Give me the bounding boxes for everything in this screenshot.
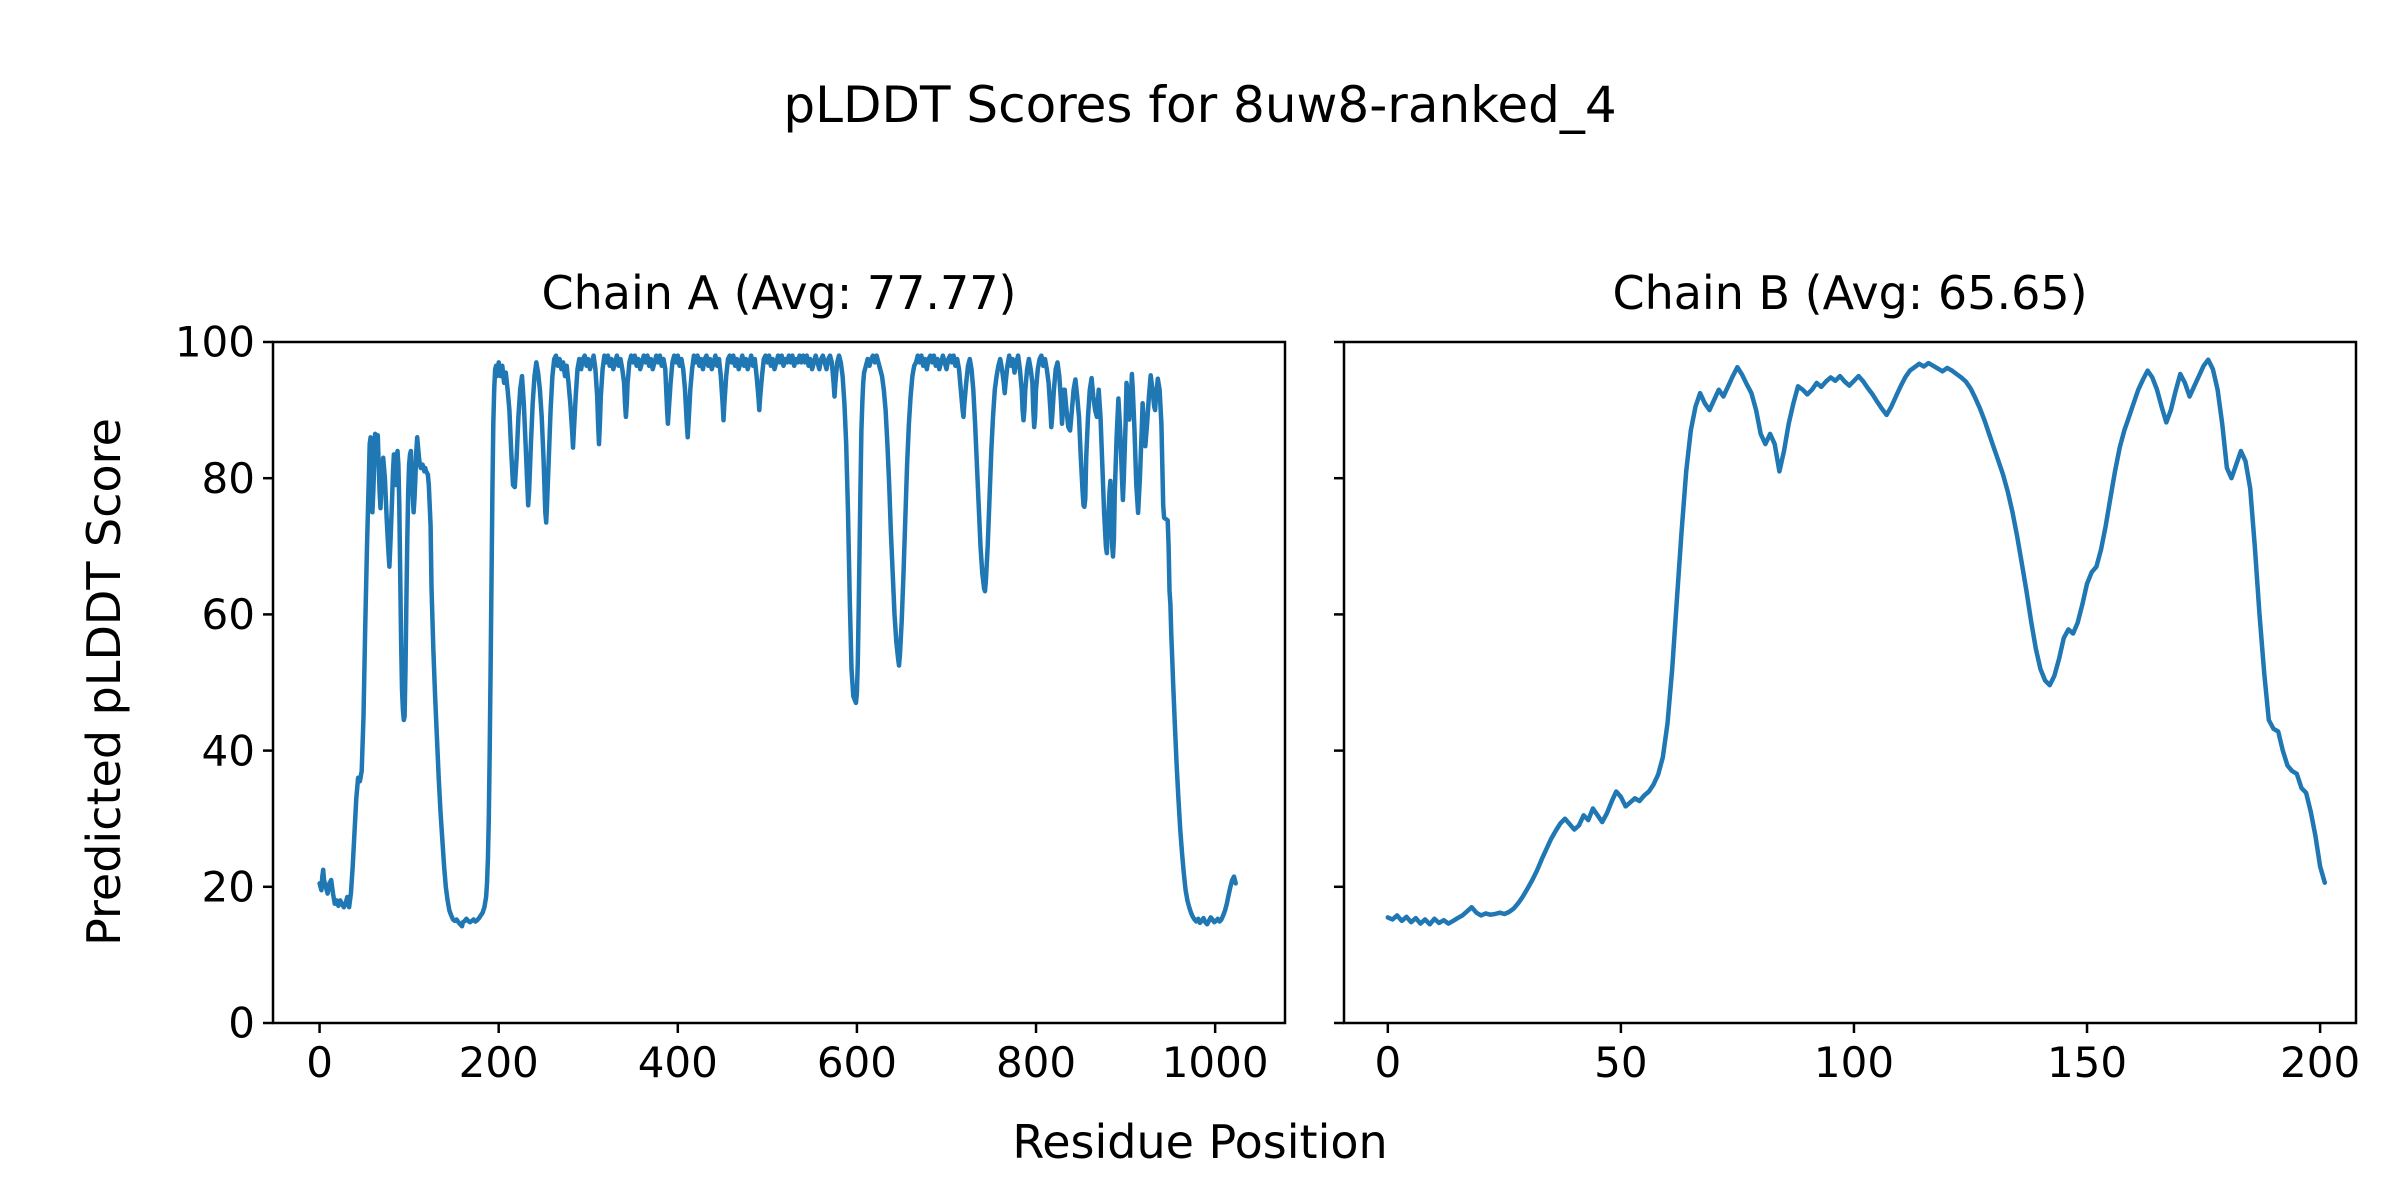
x-tick-label-a: 400: [638, 1038, 718, 1087]
y-tick-label-a: 60: [202, 590, 255, 639]
plddt-line-chain-b: [1385, 357, 2328, 927]
y-tick-label-a: 40: [202, 726, 255, 775]
y-tick-label-a: 80: [202, 454, 255, 503]
subplot-title-chain-b: Chain B (Avg: 65.65): [1612, 266, 2088, 320]
subplot-title-chain-a: Chain A (Avg: 77.77): [541, 266, 1017, 320]
x-tick-label-b: 150: [2047, 1038, 2127, 1087]
plot-frame-chain-b: [1342, 340, 2358, 1025]
x-tick-label-b: 200: [2280, 1038, 2360, 1087]
x-axis-label: Residue Position: [1012, 1115, 1388, 1169]
x-tick-label-a: 800: [996, 1038, 1076, 1087]
y-tick-label-a: 20: [202, 863, 255, 912]
y-tick-label-a: 0: [228, 999, 255, 1048]
x-tick-label-b: 50: [1594, 1038, 1647, 1087]
x-tick-label-a: 1000: [1162, 1038, 1269, 1087]
x-tick-label-a: 600: [817, 1038, 897, 1087]
x-tick-label-b: 100: [1814, 1038, 1894, 1087]
x-tick-label-b: 0: [1374, 1038, 1401, 1087]
x-tick-label-a: 0: [306, 1038, 333, 1087]
y-tick-label-a: 100: [175, 318, 255, 367]
plot-frame-chain-a: [271, 340, 1287, 1025]
figure-title: pLDDT Scores for 8uw8-ranked_4: [783, 76, 1617, 134]
x-tick-label-a: 200: [459, 1038, 539, 1087]
plddt-line-chain-a: [317, 353, 1238, 929]
